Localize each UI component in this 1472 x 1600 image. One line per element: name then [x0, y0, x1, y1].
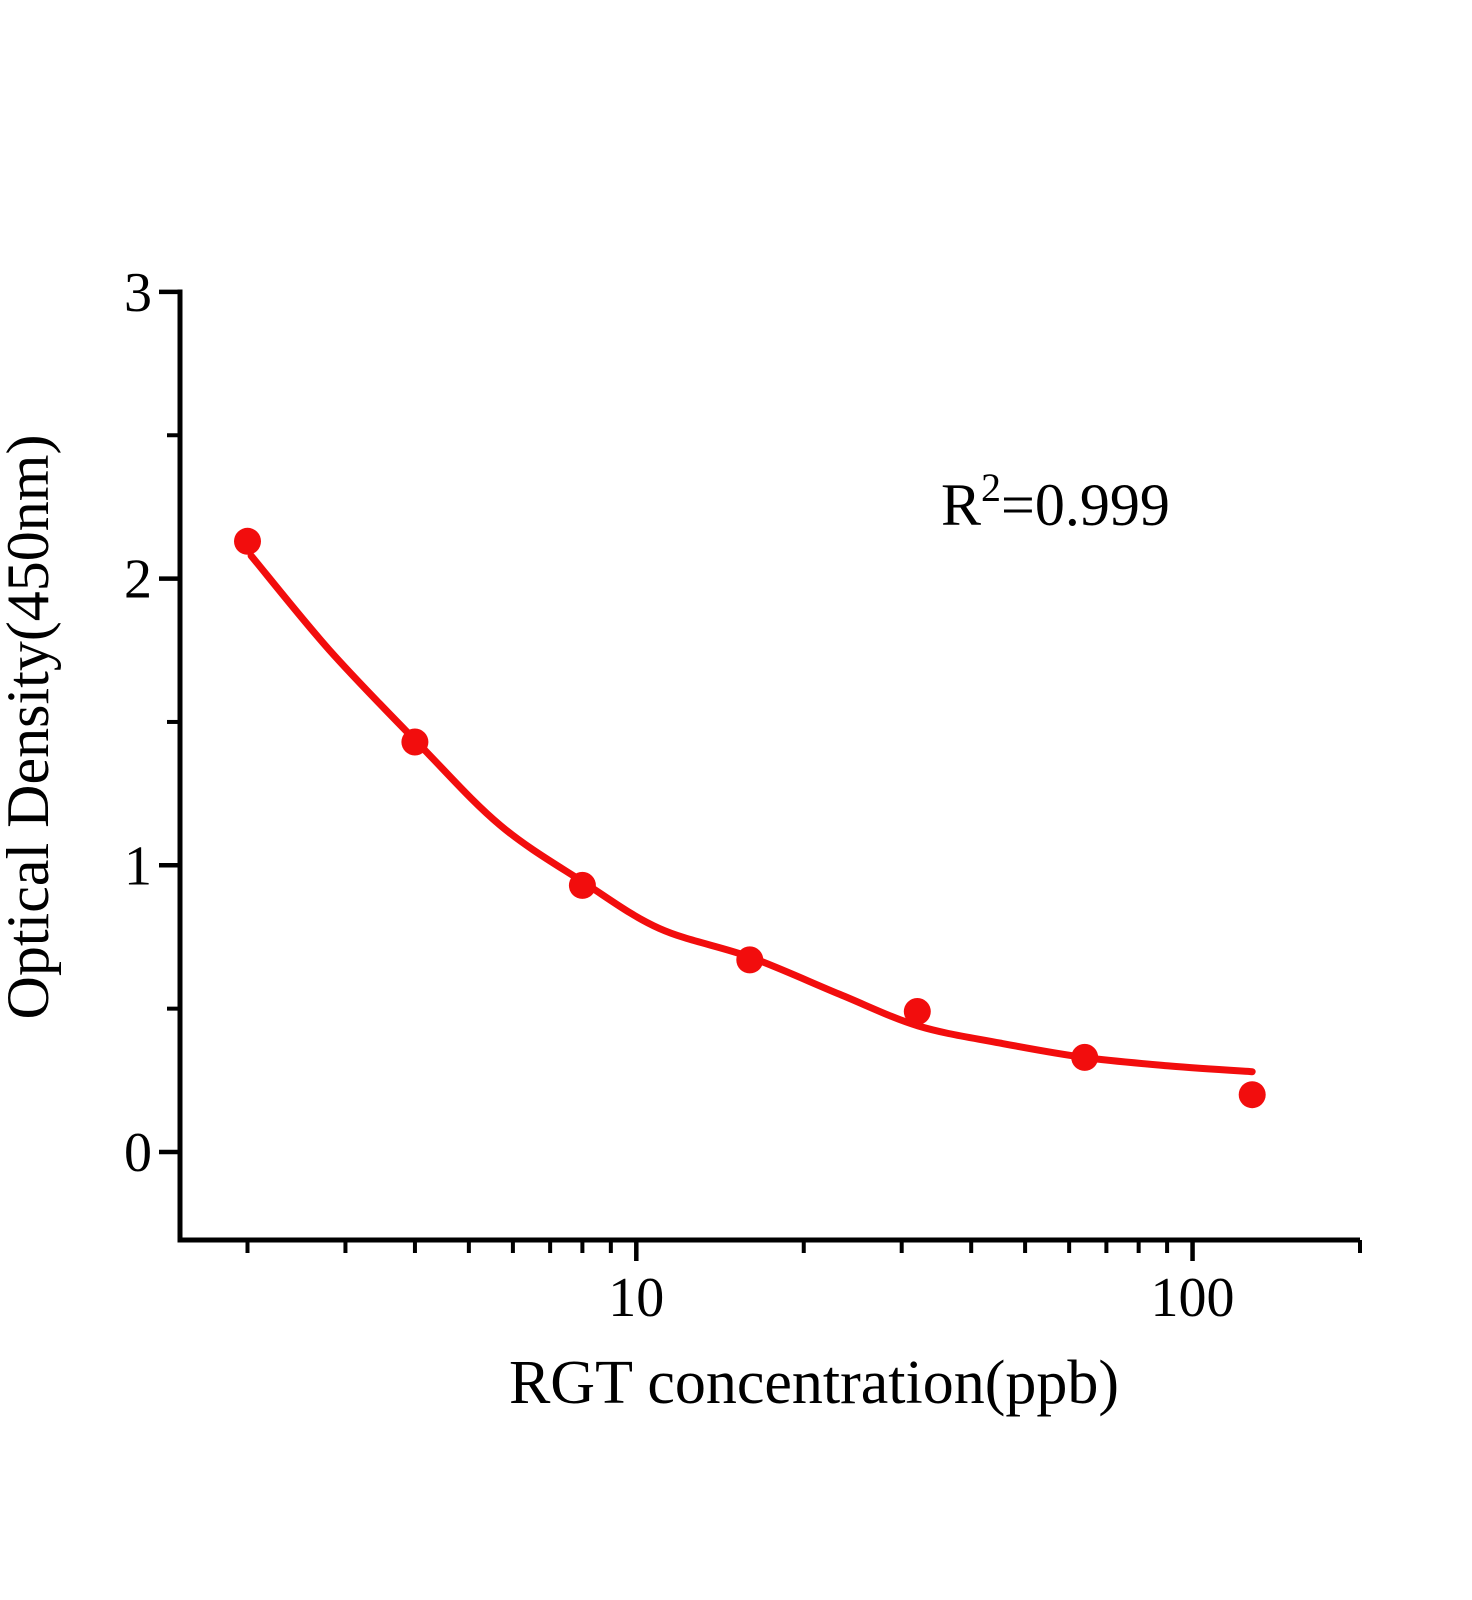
data-points — [234, 527, 1266, 1109]
data-point — [401, 728, 429, 756]
y-axis-tick-labels: 3 2 1 0 — [124, 262, 152, 1184]
data-point — [234, 527, 261, 555]
x-axis-ticks — [245, 1240, 1362, 1261]
axes — [177, 289, 1360, 1243]
annotation-prefix: R — [941, 472, 981, 538]
fit-curve — [247, 552, 1256, 1076]
annotation-superscript: 2 — [981, 465, 1001, 510]
x-axis-tick-labels: 10 100 — [608, 1267, 1234, 1329]
y-axis-title: Optical Density(450nm) — [0, 435, 61, 1020]
annotation-suffix: =0.999 — [1001, 472, 1170, 538]
x-tick-label: 10 — [608, 1267, 664, 1329]
data-point — [1238, 1081, 1266, 1109]
y-tick-label: 3 — [124, 262, 152, 324]
data-point — [736, 946, 764, 974]
data-point — [903, 998, 931, 1025]
y-axis-ticks — [159, 289, 180, 1155]
data-point — [568, 871, 596, 899]
y-tick-label: 2 — [124, 549, 152, 611]
y-tick-label: 1 — [124, 835, 152, 897]
x-tick-label: 100 — [1151, 1267, 1235, 1329]
r-squared-annotation: R2=0.999 — [941, 465, 1170, 538]
x-axis-title: RGT concentration(ppb) — [509, 1349, 1119, 1417]
data-point — [1071, 1043, 1099, 1071]
y-tick-label: 0 — [124, 1122, 152, 1184]
fit-curve-line — [247, 552, 1256, 1076]
